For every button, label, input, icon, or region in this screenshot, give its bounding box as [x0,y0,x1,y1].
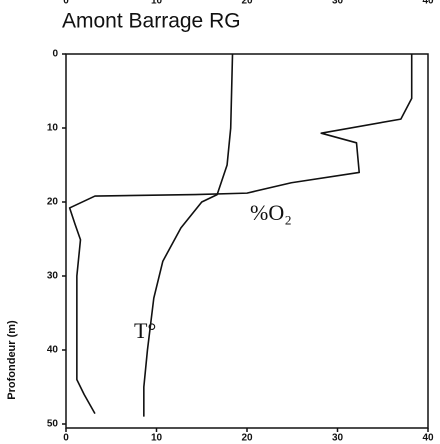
x-tick-label: 20 [241,433,253,444]
y-tick-label: 30 [47,271,59,282]
x-tick-label: 10 [151,433,163,444]
x-tick-label-top: 0 [63,0,69,7]
y-axis-label: Profondeur (m) [6,320,18,400]
annotation: T° [134,318,156,343]
x-tick-label: 40 [422,433,434,444]
y-tick-label: 0 [52,49,58,60]
y-tick-label: 40 [47,345,59,356]
data-line [68,54,413,415]
x-tick-label-top: 40 [422,0,434,7]
y-tick-label: 20 [47,197,59,208]
y-tick-label: 10 [47,123,59,134]
x-tick-label-top: 10 [151,0,163,7]
x-tick-label-top: 20 [241,0,253,7]
y-tick-label: 50 [47,419,59,430]
chart-title: Amont Barrage RG [62,10,241,33]
data-line [143,53,234,417]
annotation: %O₂ [250,200,292,225]
x-tick-label-top: 30 [332,0,344,7]
x-tick-label: 30 [332,433,344,444]
x-tick-label: 0 [63,433,69,444]
